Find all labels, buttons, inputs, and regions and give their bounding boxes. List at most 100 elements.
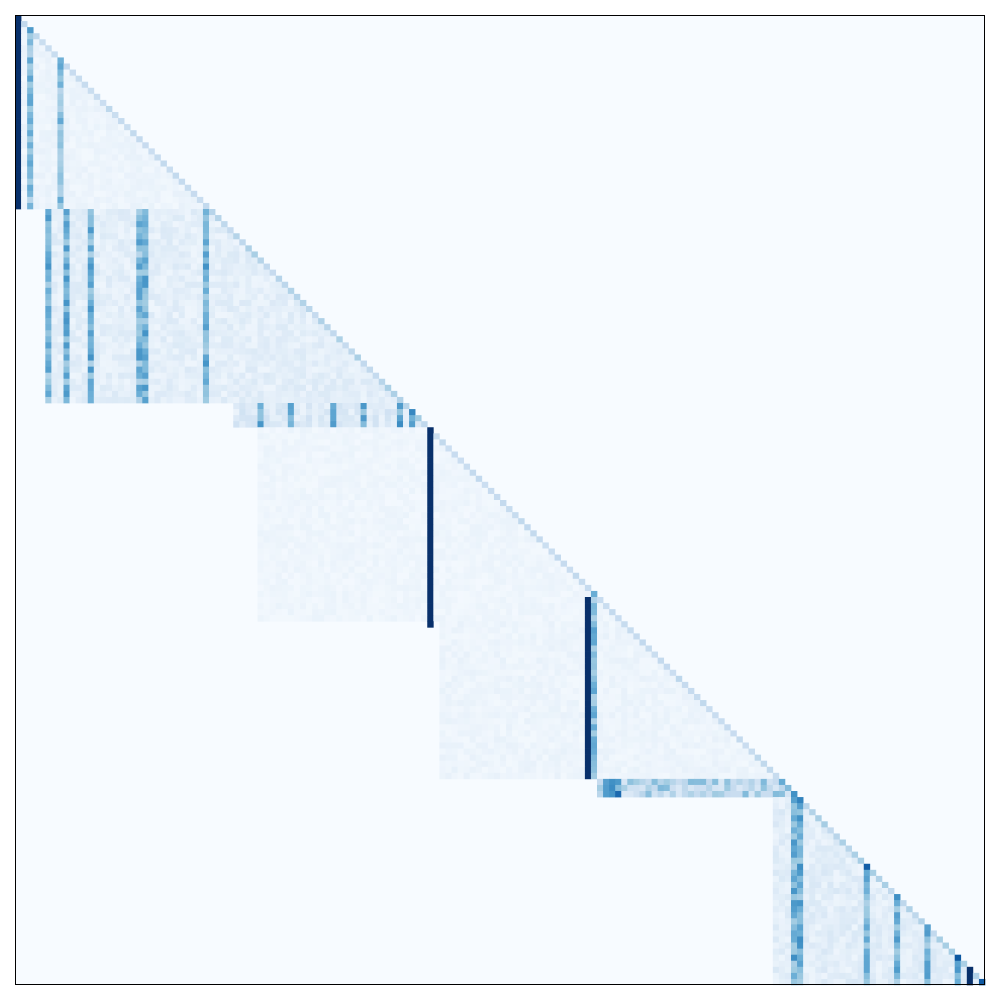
heatmap-cell — [487, 572, 495, 580]
heatmap-cell — [190, 299, 198, 307]
heatmap-cell — [130, 160, 137, 167]
heatmap-cell — [299, 409, 307, 416]
heatmap-cell — [330, 384, 337, 392]
heatmap-cell — [590, 724, 598, 731]
heatmap-cell — [475, 706, 483, 713]
heatmap-cell — [142, 275, 149, 283]
heatmap-cell — [239, 396, 246, 404]
heatmap-cell — [627, 657, 634, 665]
heatmap-cell — [354, 354, 361, 361]
heatmap-cell — [312, 324, 319, 331]
heatmap-cell — [136, 299, 143, 307]
heatmap-cell — [639, 681, 646, 689]
heatmap-cell — [512, 694, 519, 701]
heatmap-cell — [318, 554, 325, 561]
heatmap-cell — [215, 330, 222, 337]
heatmap-cell — [227, 372, 234, 380]
heatmap-cell — [530, 542, 537, 549]
heatmap-cell — [27, 124, 34, 131]
heatmap-cell — [51, 390, 58, 398]
heatmap-cell — [196, 299, 204, 307]
heatmap-cell — [112, 306, 119, 313]
heatmap-cell — [342, 360, 349, 367]
heatmap-cell — [881, 894, 889, 901]
heatmap-cell — [578, 675, 586, 683]
heatmap-cell — [621, 627, 628, 634]
heatmap-cell — [888, 888, 895, 895]
heatmap-cell — [184, 378, 192, 386]
heatmap-cell — [330, 439, 337, 446]
heatmap-cell — [463, 584, 471, 592]
heatmap-cell — [736, 742, 743, 749]
heatmap-cell — [306, 312, 313, 319]
heatmap-cell — [409, 427, 416, 434]
heatmap-cell — [336, 445, 343, 452]
heatmap-cell — [318, 360, 325, 367]
heatmap-cell — [69, 166, 76, 173]
heatmap-cell — [51, 124, 58, 131]
heatmap-cell — [196, 281, 204, 289]
heatmap-cell — [336, 548, 343, 555]
heatmap-cell — [348, 500, 355, 507]
heatmap-cell — [542, 542, 549, 549]
heatmap-cell — [160, 330, 167, 337]
heatmap-cell — [578, 657, 586, 665]
heatmap-cell — [299, 548, 307, 555]
heatmap-cell — [124, 166, 131, 173]
heatmap-cell — [421, 506, 428, 513]
heatmap-cell — [136, 190, 143, 198]
heatmap-cell — [621, 778, 628, 786]
heatmap-cell — [263, 469, 270, 477]
heatmap-cell — [609, 754, 616, 762]
heatmap-cell — [615, 742, 622, 749]
heatmap-cell — [500, 712, 507, 719]
heatmap-cell — [324, 487, 331, 495]
heatmap-cell — [560, 681, 568, 689]
heatmap-cell — [457, 736, 464, 743]
heatmap-cell — [469, 609, 477, 616]
heatmap-cell — [239, 372, 246, 380]
heatmap-cell — [427, 445, 434, 452]
heatmap-cell — [39, 136, 46, 143]
heatmap-cell — [221, 251, 228, 258]
heatmap-cell — [112, 384, 119, 392]
heatmap-cell — [330, 578, 337, 586]
heatmap-cell — [518, 663, 525, 671]
heatmap-cell — [615, 687, 622, 695]
heatmap-cell — [263, 281, 270, 289]
heatmap-cell — [881, 881, 889, 889]
heatmap-cell — [651, 766, 658, 774]
heatmap-cell — [239, 360, 246, 367]
heatmap-cell — [27, 63, 34, 70]
heatmap-cell — [257, 403, 264, 410]
heatmap-cell — [390, 536, 398, 543]
heatmap-cell — [403, 427, 410, 434]
heatmap-cell — [821, 912, 828, 919]
heatmap-cell — [615, 712, 622, 719]
heatmap-cell — [75, 75, 83, 83]
heatmap-cell — [506, 748, 513, 755]
heatmap-cell — [524, 603, 531, 610]
heatmap-cell — [299, 572, 307, 580]
heatmap-cell — [566, 681, 574, 689]
heatmap-cell — [487, 633, 495, 640]
heatmap-cell — [39, 154, 46, 161]
heatmap-cell — [427, 518, 434, 525]
heatmap-cell — [342, 500, 349, 507]
heatmap-cell — [63, 251, 70, 258]
heatmap-cell — [530, 736, 537, 743]
heatmap-cell — [87, 342, 95, 349]
heatmap-cell — [142, 172, 149, 180]
heatmap-cell — [251, 366, 258, 374]
heatmap-cell — [512, 687, 519, 695]
heatmap-cell — [633, 651, 640, 658]
heatmap-cell — [366, 372, 374, 380]
heatmap-cell — [27, 57, 34, 64]
heatmap-cell — [33, 112, 40, 119]
heatmap-cell — [409, 463, 416, 471]
heatmap-cell — [742, 778, 749, 786]
heatmap-cell — [324, 403, 331, 410]
heatmap-cell — [281, 312, 289, 319]
heatmap-cell — [463, 621, 471, 628]
heatmap-cell — [348, 445, 355, 452]
